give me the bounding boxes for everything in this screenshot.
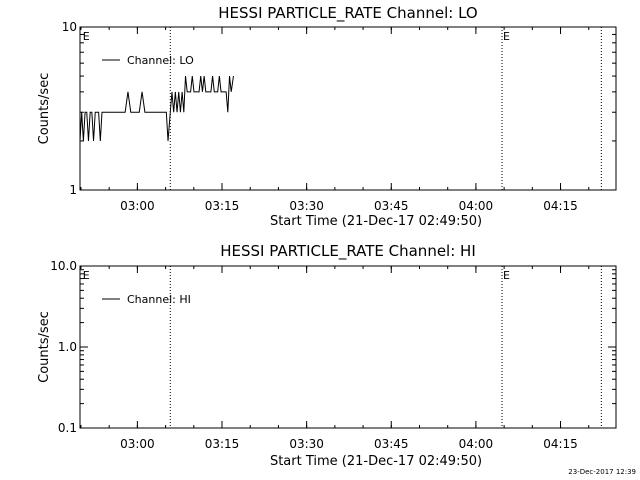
legend-label: Channel: HI [127,293,191,306]
y-tick-label: 1 [69,183,77,197]
x-tick-label: 03:45 [374,437,409,451]
x-tick-label: 04:00 [459,199,494,213]
event-marker-label: E [83,30,90,43]
x-tick-label: 03:15 [205,199,240,213]
y-axis-title: Counts/sec [37,73,52,145]
x-tick-label: 03:00 [120,437,155,451]
x-tick-label: 03:30 [289,199,324,213]
panel-hi: HESSI PARTICLE_RATE Channel: HI 03:00 03:1… [37,242,617,469]
footer-timestamp: 23-Dec-2017 12:39 [568,468,636,476]
series-line-0 [79,75,234,141]
y-tick-label: 1.0 [58,340,77,354]
panel-lo: HESSI PARTICLE_RATE Channel: LO 03:00 03:1… [37,4,617,229]
x-tick-label: 03:00 [120,199,155,213]
x-tick-label: 03:45 [374,199,409,213]
event-marker-label: E [83,269,90,282]
y-tick-label: 10 [62,20,77,34]
x-axis-title: Start Time (21-Dec-17 02:49:50) [270,454,482,469]
event-marker-label: E [503,269,510,282]
y-tick-label: 10.0 [50,259,77,273]
x-axis-title: Start Time (21-Dec-17 02:49:50) [270,214,482,229]
chart-title: HESSI PARTICLE_RATE Channel: HI [220,242,476,261]
legend-label: Channel: LO [127,54,194,67]
event-marker-label: E [503,30,510,43]
y-axis-title: Counts/sec [37,311,52,383]
x-tick-label: 04:15 [543,199,578,213]
x-tick-label: 03:15 [205,437,240,451]
x-tick-label: 04:00 [459,437,494,451]
x-tick-label: 04:15 [543,437,578,451]
chart-title: HESSI PARTICLE_RATE Channel: LO [218,4,477,23]
y-tick-label: 0.1 [58,421,77,435]
plot-frame [79,26,617,191]
x-tick-label: 03:30 [289,437,324,451]
